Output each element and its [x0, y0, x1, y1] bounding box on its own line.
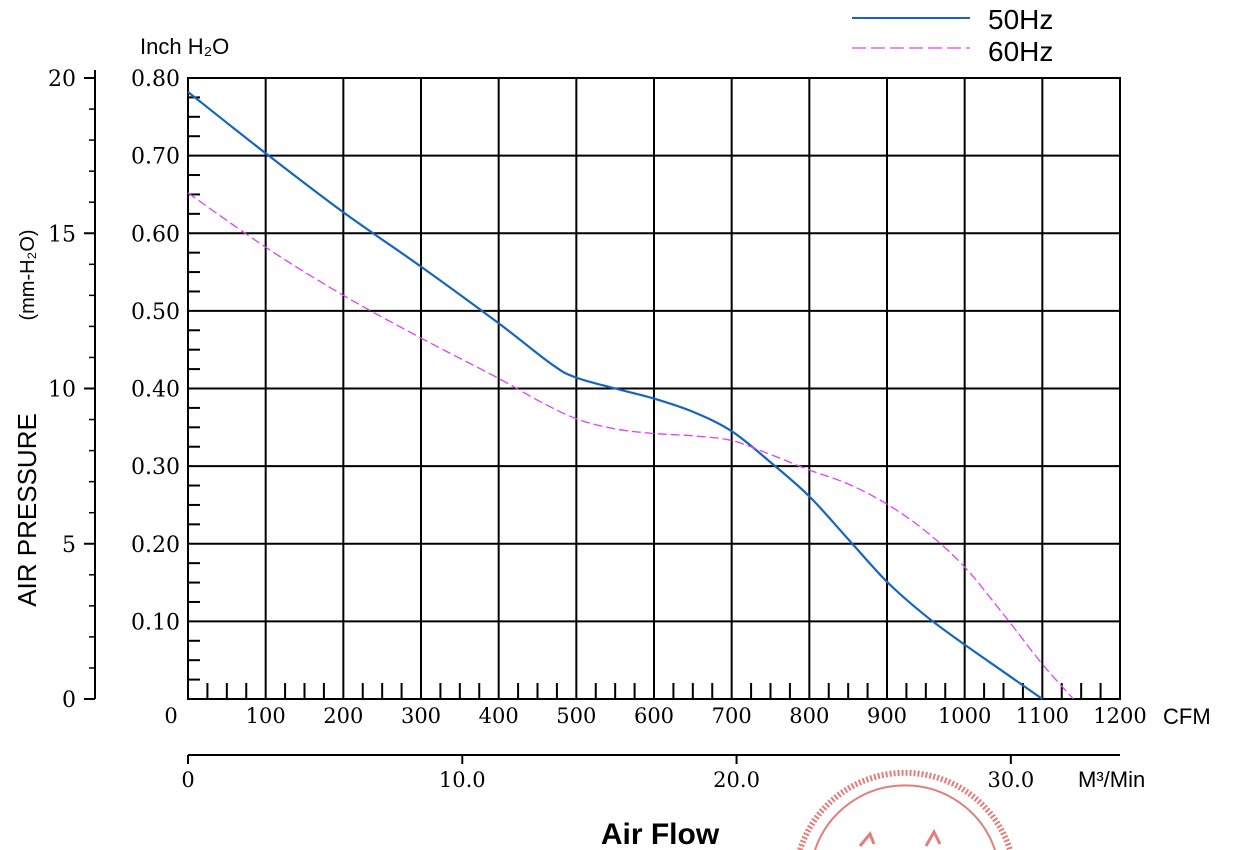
series-line-60hz: [187, 192, 1074, 700]
m3min-tick-label: 0: [181, 768, 194, 792]
cfm-tick-label: 1100: [1016, 704, 1069, 728]
cfm-tick-label: 300: [401, 704, 441, 728]
m3min-unit-label: M³/Min: [1078, 767, 1145, 792]
plot-grid: [188, 78, 1120, 699]
mm-tick-label: 15: [48, 222, 76, 247]
legend-label-60hz: 60Hz: [988, 36, 1053, 67]
cfm-tick-label: 500: [556, 704, 596, 728]
y-axis-title: AIR PRESSURE: [12, 413, 42, 607]
m3min-tick-label: 30.0: [987, 768, 1034, 792]
inch-tick-label: 0.80: [131, 67, 180, 92]
series-layer: [187, 91, 1074, 700]
inch-tick-label: 0.10: [131, 610, 180, 635]
m3min-tick-label: 10.0: [439, 768, 486, 792]
cfm-tick-label: 1000: [938, 704, 991, 728]
inch-tick-label: 0.50: [131, 300, 180, 325]
tick-labels: 0 5 10 15 20 0.10 0.20 0.30 0.40 0.50 0.60 0.70 0.80…: [48, 67, 1147, 792]
cfm-tick-label: 200: [323, 704, 363, 728]
inch-tick-label: 0.60: [131, 222, 180, 247]
legend-label-50hz: 50Hz: [988, 4, 1053, 35]
inch-tick-label: 0.70: [131, 145, 180, 170]
inch-tick-label: 0.20: [131, 533, 180, 558]
m3min-tick-label: 20.0: [713, 768, 760, 792]
legend: 50Hz 60Hz: [852, 4, 1053, 67]
cfm-tick-label: 1200: [1093, 704, 1146, 728]
cfm-tick-label: 900: [867, 704, 907, 728]
cfm-tick-label: 100: [246, 704, 286, 728]
mm-tick-label: 10: [48, 378, 76, 403]
mm-tick-label: 20: [48, 67, 76, 92]
seal-stamp: [797, 769, 1013, 850]
cfm-tick-label: 600: [634, 704, 674, 728]
y-axis-unit-label: (mm-H₂O): [17, 229, 39, 320]
plot-border: [187, 77, 1121, 700]
cfm-tick-label: 800: [789, 704, 829, 728]
inch-unit-label: Inch H₂O: [140, 34, 229, 59]
cfm-tick-label: 400: [479, 704, 519, 728]
x-axis-title: Air Flow: [601, 818, 720, 850]
inch-tick-label: 0.40: [131, 378, 180, 403]
mm-tick-label: 5: [62, 533, 76, 558]
cfm-tick-label: 700: [712, 704, 752, 728]
cfm-tick-label: 0: [164, 704, 177, 728]
cfm-unit-label: CFM: [1163, 704, 1211, 729]
inch-tick-label: 0.30: [131, 455, 180, 480]
series-line-50hz: [187, 91, 1043, 700]
mm-tick-label: 0: [62, 688, 76, 713]
